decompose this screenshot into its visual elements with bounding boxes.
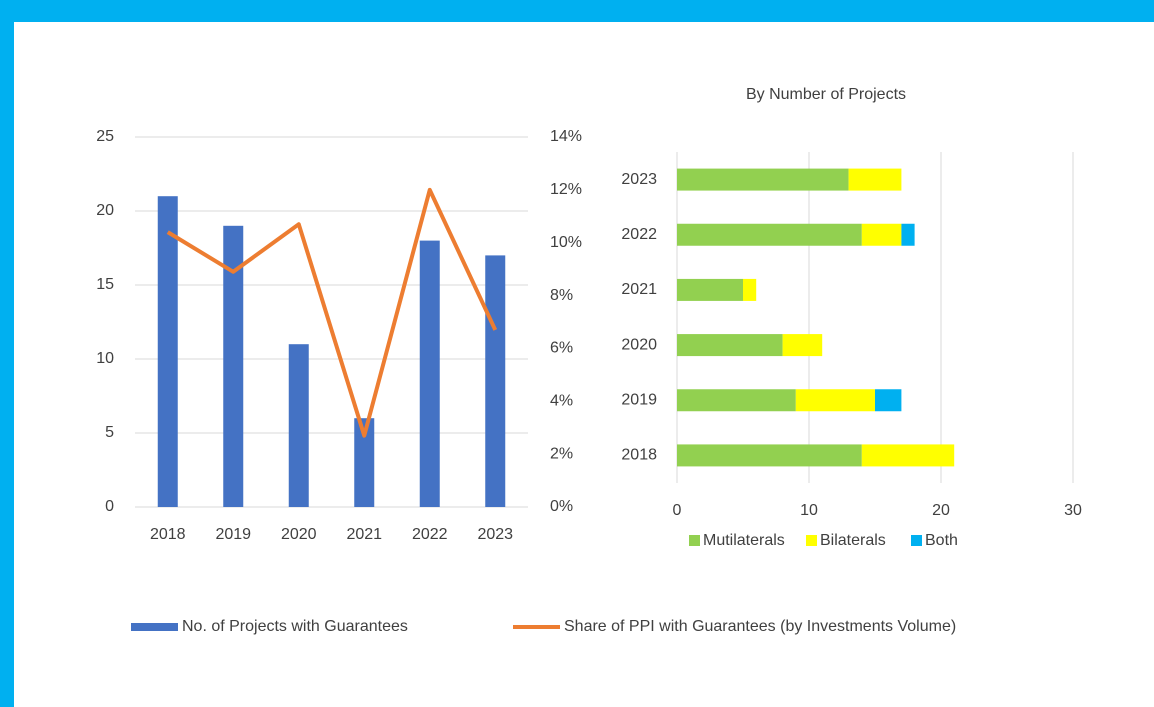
bar: [288, 344, 309, 507]
bar: [901, 223, 915, 246]
bar: [419, 240, 440, 507]
legend-label: Share of PPI with Guarantees (by Investm…: [564, 618, 956, 635]
bar: [354, 418, 375, 507]
y-tick-label: 2018: [621, 447, 657, 464]
x-tick-label: 2022: [412, 526, 448, 543]
legend-swatch: [131, 623, 178, 631]
y-tick-label: 0: [105, 498, 114, 515]
bar: [223, 225, 244, 508]
bar: [848, 168, 902, 191]
y2-tick-label: 8%: [550, 287, 573, 304]
x-tick-label: 20: [932, 502, 950, 519]
y2-tick-label: 0%: [550, 498, 573, 515]
legend-swatch: [806, 535, 817, 546]
y-tick-label: 2022: [621, 226, 657, 243]
x-tick-label: 2020: [281, 526, 317, 543]
bar: [782, 334, 823, 357]
bar: [795, 389, 875, 412]
bar: [485, 255, 506, 507]
y2-tick-label: 6%: [550, 340, 573, 357]
x-tick-label: 30: [1064, 502, 1082, 519]
x-tick-label: 10: [800, 502, 818, 519]
y2-tick-label: 10%: [550, 234, 582, 251]
y-tick-label: 15: [96, 276, 114, 293]
bar: [677, 223, 862, 246]
y-tick-label: 2023: [621, 171, 657, 188]
bar: [875, 389, 902, 412]
legend-swatch: [689, 535, 700, 546]
background: [14, 22, 1154, 707]
y-tick-label: 2020: [621, 336, 657, 353]
legend-label: Mutilaterals: [703, 532, 785, 549]
y2-tick-label: 4%: [550, 393, 573, 410]
legend-swatch: [911, 535, 922, 546]
x-tick-label: 2021: [346, 526, 382, 543]
legend-label: Bilaterals: [820, 532, 886, 549]
x-tick-label: 2018: [150, 526, 186, 543]
y-tick-label: 2021: [621, 281, 657, 298]
y-tick-label: 2019: [621, 391, 657, 408]
legend-label: Both: [925, 532, 958, 549]
y2-tick-label: 12%: [550, 181, 582, 198]
bar: [677, 168, 849, 191]
bar: [677, 278, 743, 301]
bar: [677, 444, 862, 467]
bar: [677, 334, 783, 357]
bar: [157, 196, 178, 507]
y2-tick-label: 14%: [550, 128, 582, 145]
legend-label: No. of Projects with Guarantees: [182, 618, 408, 635]
bar: [677, 389, 796, 412]
y2-tick-label: 2%: [550, 445, 573, 462]
bar: [743, 278, 757, 301]
x-tick-label: 2023: [477, 526, 513, 543]
y-tick-label: 10: [96, 350, 114, 367]
x-tick-label: 2019: [215, 526, 251, 543]
bar: [861, 444, 955, 467]
y-tick-label: 25: [96, 128, 114, 145]
y-tick-label: 5: [105, 424, 114, 441]
line: [166, 187, 498, 438]
bar: [861, 223, 902, 246]
y-tick-label: 20: [96, 202, 114, 219]
x-tick-label: 0: [673, 502, 682, 519]
chart-title: By Number of Projects: [746, 86, 906, 103]
